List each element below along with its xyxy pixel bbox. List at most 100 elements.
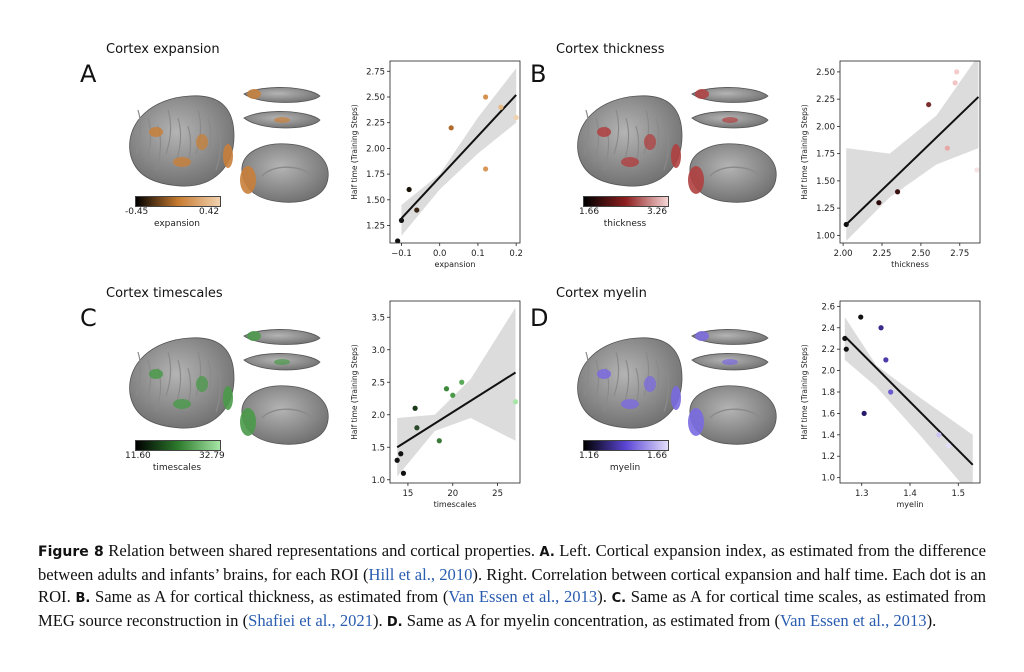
panel-d-colorbar: 1.16 1.66 myelin xyxy=(579,440,673,473)
y-tick-label: 2.50 xyxy=(366,93,385,103)
data-point xyxy=(513,114,519,121)
plot-area xyxy=(843,61,980,241)
confidence-band xyxy=(401,68,517,236)
data-point xyxy=(398,217,405,223)
axes-frame xyxy=(839,60,981,244)
data-point xyxy=(450,392,456,398)
x-tick-label: 2.25 xyxy=(873,249,892,259)
colorbar-min: 1.66 xyxy=(579,207,600,217)
roi-patch xyxy=(722,359,738,365)
y-tick-label: 2.6 xyxy=(821,302,835,312)
panel-b-scatter-plot: 2.00 2.25 2.50 2.75 1.00 1.25 1.50 1.75 2.00 2.25… xyxy=(800,60,981,269)
data-point xyxy=(936,432,942,438)
colorbar-max: 32.79 xyxy=(199,451,225,461)
colorbar-label: myelin xyxy=(609,463,641,473)
lateral-brain-surface xyxy=(577,95,683,187)
panel-a-brain-figure xyxy=(129,87,329,203)
x-tick-label: 20 xyxy=(447,489,458,499)
figure-label: Figure 8 xyxy=(38,544,104,560)
data-point xyxy=(842,335,848,342)
colorbar-min: -0.45 xyxy=(125,207,149,217)
panel-c-brain-figure xyxy=(129,329,329,445)
regression-line xyxy=(396,371,517,449)
sulcus-line xyxy=(135,351,142,397)
data-point xyxy=(448,125,454,131)
data-point xyxy=(395,238,401,243)
sulcus-line xyxy=(653,359,660,405)
medial-brain-surface xyxy=(689,385,777,445)
roi-patch xyxy=(173,157,191,167)
panel-a-title: Cortex expansion xyxy=(106,42,220,57)
panel-d-brain-figure xyxy=(577,329,777,445)
x-axis-label: myelin xyxy=(897,500,924,509)
data-point xyxy=(876,200,882,206)
data-point xyxy=(878,325,884,331)
roi-patch xyxy=(722,117,738,123)
y-tick-label: 3.5 xyxy=(371,313,385,323)
dorsal-brain-surface xyxy=(243,87,321,103)
data-point xyxy=(436,438,442,444)
x-tick-label: 1.5 xyxy=(952,489,966,499)
roi-patch xyxy=(688,166,704,194)
panel-c-scatter-plot: 15 20 25 1.0 1.5 2.0 2.5 3.0 3.5 timescales Half t… xyxy=(350,300,521,509)
y-tick-label: 2.0 xyxy=(821,367,835,377)
y-tick-label: 2.00 xyxy=(366,144,385,154)
x-tick-label: 2.00 xyxy=(834,249,853,259)
y-tick-label: 1.2 xyxy=(821,452,835,462)
sulcus-line xyxy=(613,109,620,155)
axes-frame xyxy=(389,60,521,244)
medial-brain-surface xyxy=(689,143,777,203)
y-tick-label: 1.25 xyxy=(816,204,835,214)
caption-text: Same as A for cortical thickness, as est… xyxy=(90,587,449,606)
data-point xyxy=(974,167,980,173)
panel-a-colorbar: -0.45 0.42 expansion xyxy=(125,196,225,229)
data-point xyxy=(952,80,958,86)
citation-link[interactable]: Shafiei et al., 2021 xyxy=(248,611,374,630)
roi-patch xyxy=(247,89,261,99)
panel-a-letter: A xyxy=(80,60,97,88)
x-tick-label: 2.75 xyxy=(950,249,969,259)
y-axis-label: Half time (Training Steps) xyxy=(800,104,809,200)
y-tick-label: 1.75 xyxy=(366,170,385,180)
roi-patch xyxy=(196,376,208,392)
sulcus-line xyxy=(215,367,222,413)
sulcus-line xyxy=(195,351,202,397)
sulcus-line xyxy=(653,117,660,163)
citation-link[interactable]: Van Essen et al., 2013 xyxy=(780,611,927,630)
plot-area xyxy=(395,68,519,243)
roi-patch xyxy=(196,134,208,150)
x-tick-label: 25 xyxy=(492,489,503,499)
corpus-callosum-line xyxy=(709,408,763,421)
citation-link[interactable]: Van Essen et al., 2013 xyxy=(448,587,598,606)
confidence-band xyxy=(846,61,979,241)
y-tick-label: 2.50 xyxy=(816,68,835,78)
panel-b-letter: B xyxy=(530,60,547,88)
panel-d-scatter-plot: 1.3 1.4 1.5 1.0 1.2 1.4 1.6 1.8 2.0 2.2 2.4 2.6 myel… xyxy=(800,300,981,509)
y-tick-label: 2.2 xyxy=(821,345,835,355)
caption-text: Relation between shared representations … xyxy=(103,541,540,560)
sulcus-line xyxy=(145,117,152,163)
panel-c-title: Cortex timescales xyxy=(106,286,223,301)
x-tick-label: −0.1 xyxy=(391,249,412,259)
y-axis-label: Half time (Training Steps) xyxy=(350,344,359,440)
x-axis-label: expansion xyxy=(435,260,476,269)
y-tick-label: 2.25 xyxy=(366,119,385,129)
sulcus-line xyxy=(205,117,212,163)
sulcus-line xyxy=(663,367,670,413)
colorbar-min: 11.60 xyxy=(125,451,151,461)
roi-patch xyxy=(688,408,704,436)
colorbar-max: 1.66 xyxy=(647,451,668,461)
medial-brain-surface xyxy=(241,385,329,445)
dorsal-brain-surface xyxy=(691,329,769,345)
data-point xyxy=(482,94,489,100)
panel-d-letter: D xyxy=(530,304,549,332)
data-point xyxy=(861,410,867,417)
data-point xyxy=(954,69,960,75)
lateral-brain-surface xyxy=(577,337,683,429)
x-tick-label: 0.1 xyxy=(471,249,485,259)
sulcus-line xyxy=(593,359,600,405)
x-axis-label: timescales xyxy=(434,500,477,509)
y-tick-label: 1.0 xyxy=(371,476,385,486)
citation-link[interactable]: Hill et al., 2010 xyxy=(368,565,473,584)
panel-c-colorbar: 11.60 32.79 timescales xyxy=(125,440,225,473)
